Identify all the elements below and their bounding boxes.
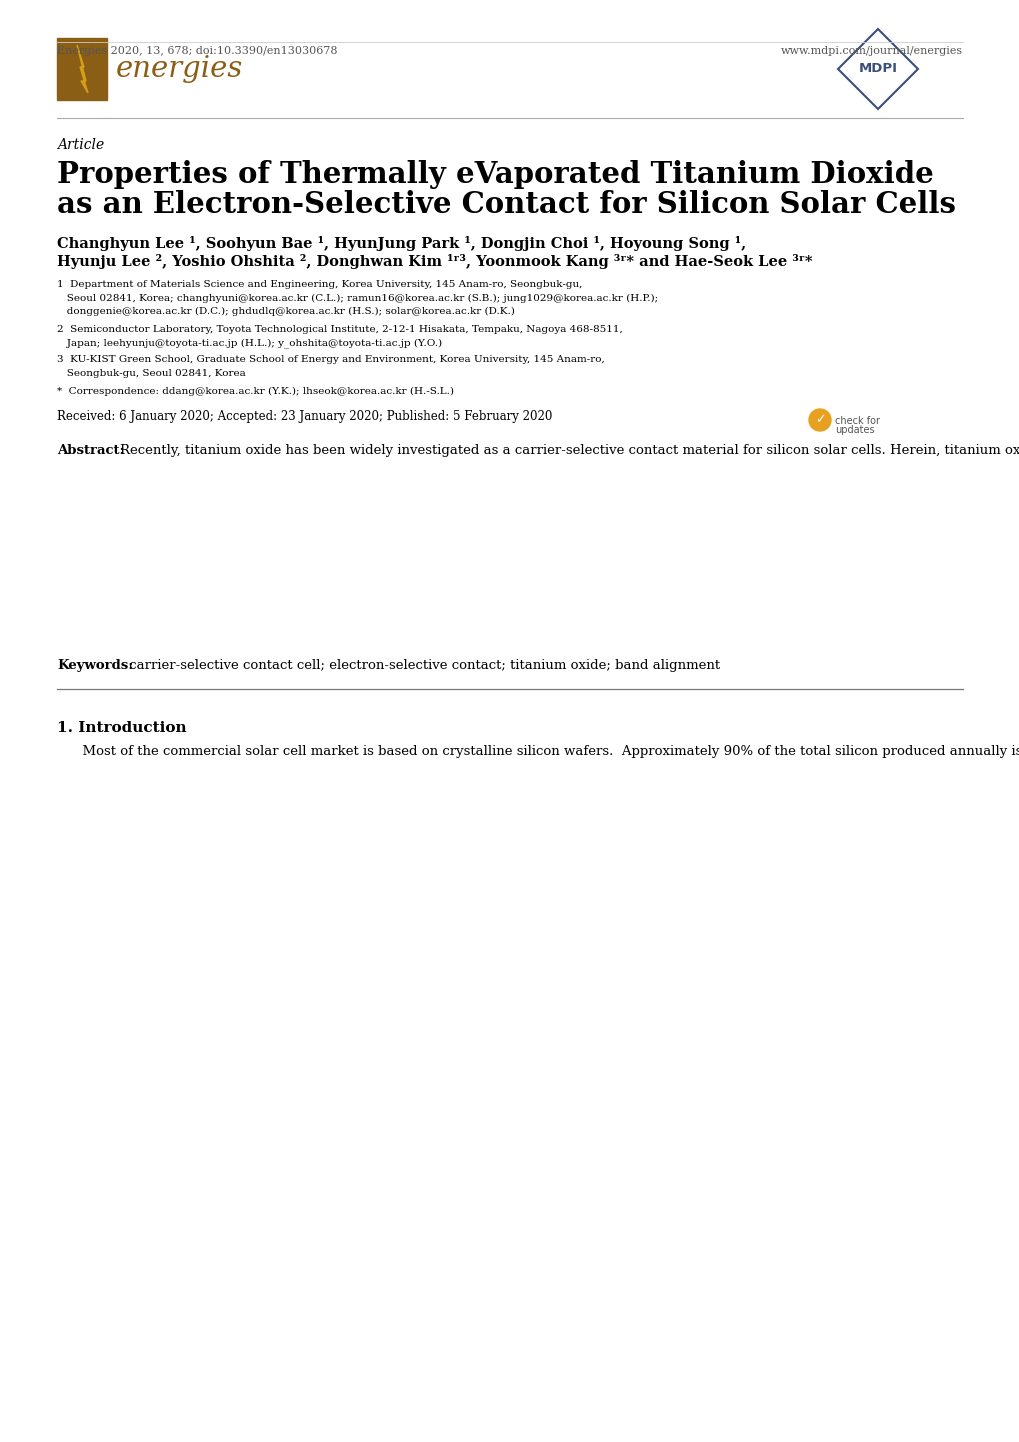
Text: ✓: ✓: [814, 414, 824, 427]
Text: Recently, titanium oxide has been widely investigated as a carrier-selective con: Recently, titanium oxide has been widely…: [120, 444, 1019, 457]
Text: Abstract:: Abstract:: [57, 444, 124, 457]
Text: 1. Introduction: 1. Introduction: [57, 721, 186, 735]
Text: check for: check for: [835, 415, 879, 425]
Text: MDPI: MDPI: [858, 62, 897, 75]
Text: Received: 6 January 2020; Accepted: 23 January 2020; Published: 5 February 2020: Received: 6 January 2020; Accepted: 23 J…: [57, 410, 552, 423]
Text: energies: energies: [116, 55, 244, 84]
Text: 2  Semiconductor Laboratory, Toyota Technological Institute, 2-12-1 Hisakata, Te: 2 Semiconductor Laboratory, Toyota Techn…: [57, 324, 623, 333]
Text: updates: updates: [835, 425, 873, 435]
Text: Properties of Thermally eVaporated Titanium Dioxide: Properties of Thermally eVaporated Titan…: [57, 160, 932, 189]
Text: Keywords:: Keywords:: [57, 659, 133, 672]
Text: Changhyun Lee ¹, Soohyun Bae ¹, HyunJung Park ¹, Dongjin Choi ¹, Hoyoung Song ¹,: Changhyun Lee ¹, Soohyun Bae ¹, HyunJung…: [57, 236, 745, 251]
FancyBboxPatch shape: [57, 37, 107, 99]
Text: Japan; leehyunju@toyota-ti.ac.jp (H.L.); y_ohshita@toyota-ti.ac.jp (Y.O.): Japan; leehyunju@toyota-ti.ac.jp (H.L.);…: [57, 337, 441, 348]
Text: Article: Article: [57, 138, 104, 151]
Text: donggenie@korea.ac.kr (D.C.); ghdudlq@korea.ac.kr (H.S.); solar@korea.ac.kr (D.K: donggenie@korea.ac.kr (D.C.); ghdudlq@ko…: [57, 307, 515, 316]
Polygon shape: [838, 29, 917, 110]
Text: as an Electron-Selective Contact for Silicon Solar Cells: as an Electron-Selective Contact for Sil…: [57, 190, 955, 219]
Text: Most of the commercial solar cell market is based on crystalline silicon wafers.: Most of the commercial solar cell market…: [57, 746, 1019, 758]
Text: 1  Department of Materials Science and Engineering, Korea University, 145 Anam-r: 1 Department of Materials Science and En…: [57, 280, 582, 288]
Text: Energies 2020, 13, 678; doi:10.3390/en13030678: Energies 2020, 13, 678; doi:10.3390/en13…: [57, 46, 337, 56]
Text: carrier-selective contact cell; electron-selective contact; titanium oxide; band: carrier-selective contact cell; electron…: [125, 659, 719, 672]
Text: 3  KU-KIST Green School, Graduate School of Energy and Environment, Korea Univer: 3 KU-KIST Green School, Graduate School …: [57, 356, 604, 365]
Text: Seoul 02841, Korea; changhyuni@korea.ac.kr (C.L.); ramun16@korea.ac.kr (S.B.); j: Seoul 02841, Korea; changhyuni@korea.ac.…: [57, 294, 657, 303]
Circle shape: [808, 410, 830, 431]
Polygon shape: [76, 45, 88, 92]
Text: *  Correspondence: ddang@korea.ac.kr (Y.K.); lhseok@korea.ac.kr (H.-S.L.): * Correspondence: ddang@korea.ac.kr (Y.K…: [57, 386, 453, 395]
Text: Hyunju Lee ², Yoshio Ohshita ², Donghwan Kim ¹ʳ³, Yoonmook Kang ³ʳ* and Hae-Seok: Hyunju Lee ², Yoshio Ohshita ², Donghwan…: [57, 254, 812, 270]
Text: www.mdpi.com/journal/energies: www.mdpi.com/journal/energies: [781, 46, 962, 56]
Text: Seongbuk-gu, Seoul 02841, Korea: Seongbuk-gu, Seoul 02841, Korea: [57, 369, 246, 378]
